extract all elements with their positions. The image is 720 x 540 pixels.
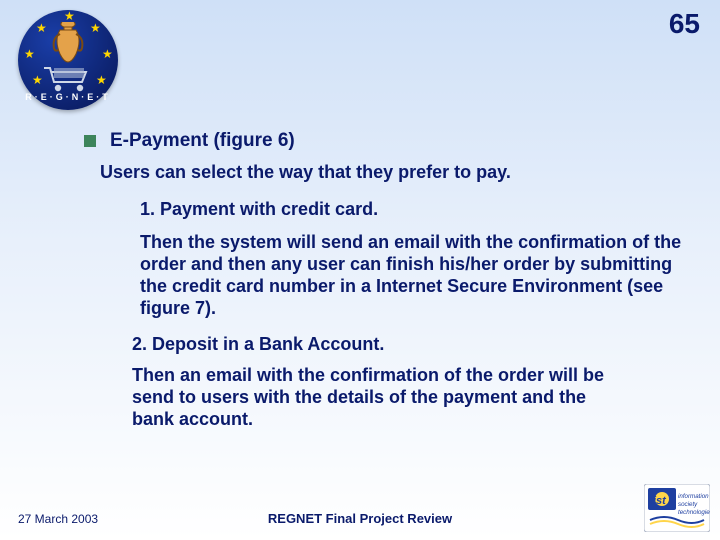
regnet-logo: ★ ★ ★ ★ ★ ★ ★ R·E·G·N·E·T xyxy=(18,10,118,110)
ist-logo: ist information society technologies xyxy=(644,484,710,532)
ist-line3: technologies xyxy=(678,509,710,516)
ist-line1: information xyxy=(678,493,709,500)
bullet-icon xyxy=(84,135,96,147)
heading-row: E-Payment (figure 6) xyxy=(84,130,696,152)
page-number: 65 xyxy=(669,8,700,40)
item-1-body: Then the system will send an email with … xyxy=(140,232,684,320)
footer-title: REGNET Final Project Review xyxy=(0,511,720,526)
subheading: Users can select the way that they prefe… xyxy=(100,162,696,183)
item-2-title: 2. Deposit in a Bank Account. xyxy=(132,334,696,355)
svg-text:ist: ist xyxy=(653,495,667,507)
slide: 65 ★ ★ ★ ★ ★ ★ ★ R·E·G·N·E·T E- xyxy=(0,0,720,540)
amphora-icon xyxy=(50,20,86,64)
item-2-body: Then an email with the confirmation of t… xyxy=(132,365,616,431)
heading: E-Payment (figure 6) xyxy=(110,130,295,152)
ist-line2: society xyxy=(678,501,698,508)
item-1-title: 1. Payment with credit card. xyxy=(140,199,696,220)
cart-icon xyxy=(42,66,92,92)
logo-label: R·E·G·N·E·T xyxy=(18,92,118,102)
content-area: E-Payment (figure 6) Users can select th… xyxy=(84,130,696,431)
